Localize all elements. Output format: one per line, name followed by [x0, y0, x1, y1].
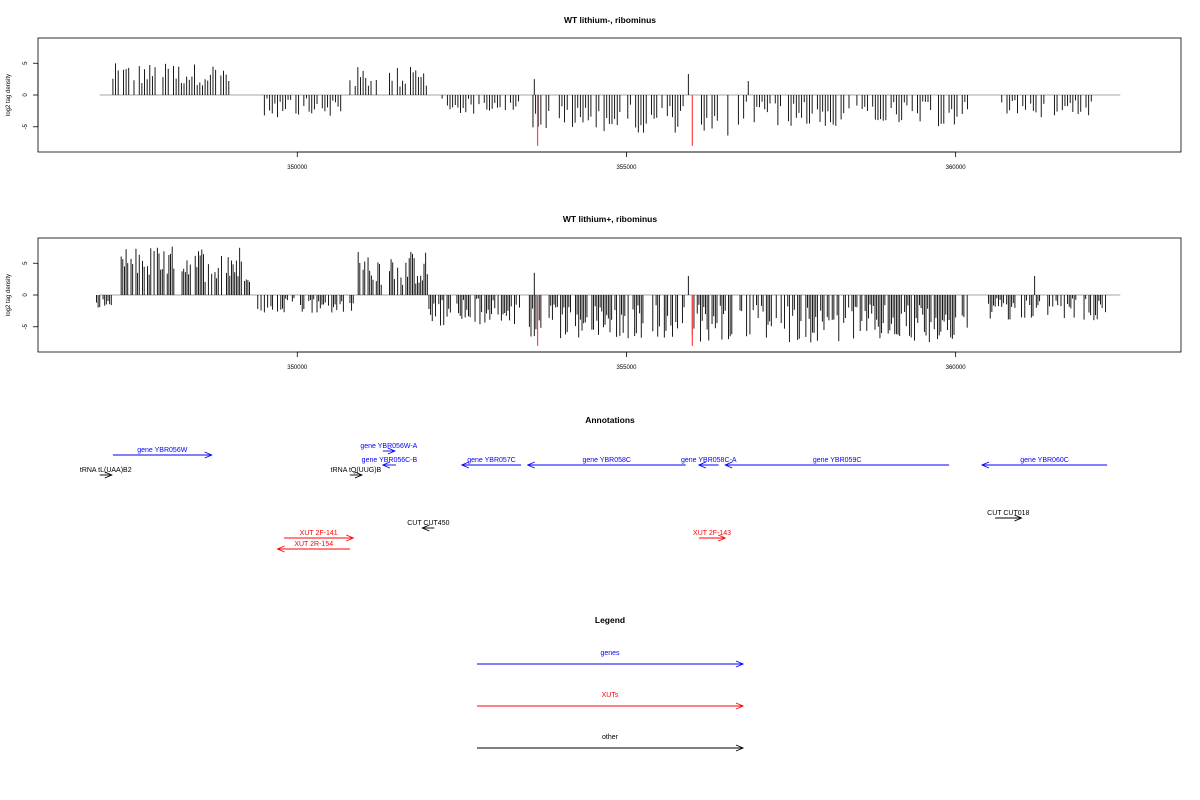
arrow-head — [980, 461, 990, 469]
arrow-head — [526, 461, 535, 469]
axes: 5 0 -5 350000 355000 360000 — [23, 61, 966, 171]
annotation-xut: XUT 2F-141 — [284, 530, 355, 542]
legend-item-gene: genes — [477, 650, 745, 668]
annotation-gene: gene YBR058C-A — [681, 457, 737, 469]
annotation-label: gene YBR056C-B — [362, 457, 418, 464]
annotation-label: XUT 2F-141 — [300, 530, 338, 537]
arrow-head — [104, 471, 113, 479]
arrow-head — [346, 534, 355, 542]
axes: 5 0 -5 350000 355000 360000 — [23, 261, 966, 371]
annotation-label: tRNA tL(UAA)B2 — [80, 467, 132, 474]
annotation-label: gene YBR060C — [1020, 457, 1069, 464]
arrow-head — [387, 447, 396, 455]
y-tick-label: 5 — [23, 261, 29, 265]
legend-title: Legend — [595, 615, 625, 625]
y-axis-label: log2 tag density — [6, 274, 12, 316]
annotation-label: gene YBR056W-A — [360, 443, 417, 450]
y-tick-label: 5 — [23, 61, 29, 65]
arrow-head — [724, 461, 733, 469]
annotation-label: CUT CUT450 — [407, 520, 449, 527]
arrow-head — [354, 471, 364, 479]
annotations-title: Annotations — [585, 415, 635, 425]
annotation-label: XUT 2R-154 — [294, 541, 333, 548]
track-lithium-plus: WT lithium+, ribominus log2 tag density … — [6, 214, 1182, 371]
x-tick-label: 350000 — [287, 165, 308, 171]
x-tick-label: 355000 — [616, 365, 637, 371]
annotation-other: CUT CUT018 — [987, 510, 1030, 522]
legend-label: XUTs — [602, 692, 619, 699]
annotation-gene: gene YBR056C-B — [362, 457, 418, 469]
annotation-other: CUT CUT450 — [407, 520, 450, 532]
annotation-gene: gene YBR060C — [980, 457, 1108, 469]
arrow-head — [460, 461, 470, 469]
annotation-xut: XUT 2F-143 — [693, 530, 731, 542]
track-title: WT lithium-, ribominus — [564, 15, 656, 25]
annotation-label: CUT CUT018 — [987, 510, 1029, 517]
annotation-other: tRNA tL(UAA)B2 — [80, 467, 132, 479]
arrow-head — [276, 545, 285, 553]
annotation-xut: XUT 2R-154 — [276, 541, 350, 553]
legend-label: other — [602, 734, 619, 741]
annotation-gene: gene YBR056W-A — [360, 443, 418, 455]
y-tick-label: 0 — [23, 293, 29, 297]
arrow-head — [381, 461, 391, 469]
y-tick-label: -5 — [23, 323, 29, 329]
x-tick-label: 350000 — [287, 365, 308, 371]
annotation-label: gene YBR058C — [582, 457, 631, 464]
annotation-gene: gene YBR059C — [724, 457, 950, 469]
legend: Legend genes XUTs other — [477, 615, 745, 752]
density-bars — [96, 246, 1121, 346]
legend-label: genes — [600, 650, 620, 657]
annotation-gene: gene YBR057C — [460, 457, 522, 469]
annotation-label: gene YBR059C — [813, 457, 862, 464]
x-tick-label: 360000 — [946, 365, 967, 371]
arrow-head — [735, 744, 745, 752]
legend-items: genes XUTs other — [477, 650, 745, 752]
arrow-head — [204, 451, 213, 459]
annotation-items: gene YBR056W gene YBR056W-A gene YBR056C-B… — [80, 443, 1108, 553]
y-tick-label: -5 — [23, 123, 29, 129]
legend-item-other: other — [477, 734, 745, 752]
annotation-label: gene YBR056W — [137, 447, 187, 454]
track-title: WT lithium+, ribominus — [563, 214, 657, 224]
arrow-head — [1014, 514, 1023, 522]
annotation-label: XUT 2F-143 — [693, 530, 731, 537]
arrow-head — [735, 702, 745, 710]
x-tick-label: 360000 — [946, 165, 967, 171]
annotation-gene: gene YBR058C — [526, 457, 686, 469]
annotation-label: tRNA tQ(UUG)B — [331, 467, 382, 474]
annotation-label: gene YBR057C — [467, 457, 516, 464]
x-tick-label: 355000 — [616, 165, 637, 171]
legend-item-xut: XUTs — [477, 692, 745, 710]
track-lithium-minus: WT lithium-, ribominus log2 tag density … — [6, 15, 1182, 171]
y-axis-label: log2 tag density — [6, 74, 12, 116]
y-tick-label: 0 — [23, 93, 29, 97]
arrow-head — [421, 524, 430, 532]
annotation-label: gene YBR058C-A — [681, 457, 737, 464]
arrow-head — [735, 660, 745, 668]
annotation-gene: gene YBR056W — [112, 447, 213, 459]
arrow-head — [697, 461, 707, 469]
annotation-other: tRNA tQ(UUG)B — [331, 467, 382, 479]
density-bars — [99, 63, 1121, 146]
arrow-head — [718, 534, 727, 542]
